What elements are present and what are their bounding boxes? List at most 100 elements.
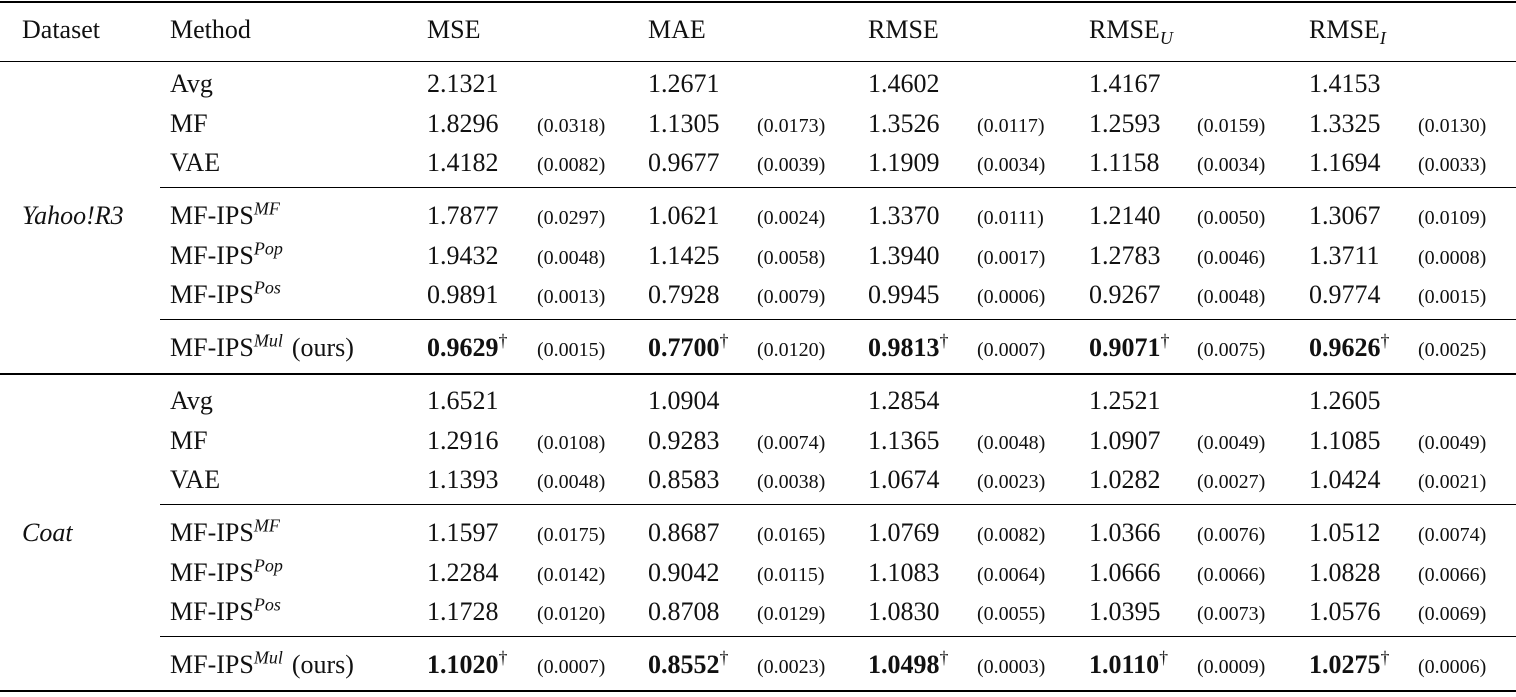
value-cell: 1.1083 — [868, 557, 940, 587]
value-cell: 1.1909 — [868, 150, 940, 176]
rule — [0, 690, 1516, 692]
std-dev: (0.0015) — [537, 339, 606, 361]
value: 1.0395 — [1089, 597, 1161, 626]
value: 1.9432 — [427, 240, 499, 270]
std-dev: (0.0129) — [757, 603, 826, 625]
rule — [160, 187, 1516, 188]
column-header: RMSEI — [1309, 17, 1386, 48]
significance-mark: † — [1159, 647, 1169, 668]
header-text: MSE — [427, 15, 481, 44]
column-header: Method — [170, 17, 251, 43]
value: 1.2284 — [427, 557, 499, 587]
value-cell: 1.4182 — [427, 150, 499, 176]
value-cell: 1.0275† — [1309, 648, 1390, 678]
value-cell: 1.1085 — [1309, 427, 1381, 454]
value: 1.0674 — [868, 465, 940, 494]
value: 1.1083 — [868, 557, 940, 587]
std-dev: (0.0046) — [1197, 246, 1266, 269]
value-cell: 1.2593 — [1089, 110, 1161, 137]
std-dev: (0.0050) — [1197, 207, 1266, 229]
method-superscript: Pop — [253, 554, 283, 575]
value-cell: 1.0576 — [1309, 599, 1381, 625]
value-cell: 1.0830 — [868, 599, 940, 625]
method-cell: MF-IPSMF — [170, 516, 280, 546]
value-cell: 1.0674 — [868, 467, 940, 493]
std-dev: (0.0075) — [1197, 339, 1266, 361]
method-suffix: (ours) — [291, 333, 354, 362]
std-dev: (0.0111) — [977, 207, 1044, 229]
value: 1.1425 — [648, 240, 720, 270]
header-subscript: U — [1159, 28, 1173, 49]
value-cell: 1.1425 — [648, 240, 720, 270]
header-text: Dataset — [22, 15, 100, 44]
value: 1.2521 — [1089, 386, 1161, 415]
value-cell: 0.9071† — [1089, 331, 1170, 361]
method-name: MF-IPS — [170, 240, 254, 270]
value: 1.3711 — [1309, 240, 1380, 270]
header-subscript: I — [1379, 28, 1386, 49]
value: 1.3940 — [868, 240, 940, 270]
value-cell: 1.3940 — [868, 240, 940, 270]
rule — [0, 61, 1516, 62]
value-cell: 0.9283 — [648, 427, 720, 454]
std-dev: (0.0049) — [1197, 431, 1266, 454]
value: 1.0621 — [648, 201, 720, 230]
value: 0.9042 — [648, 557, 720, 587]
value-cell: 1.1020† — [427, 648, 508, 678]
value-cell: 1.2605 — [1309, 388, 1381, 414]
value: 1.0366 — [1089, 518, 1161, 547]
value: 1.3526 — [868, 108, 940, 138]
value-cell: 1.2916 — [427, 427, 499, 454]
method-cell: VAE — [170, 150, 220, 176]
value: 0.9629 — [427, 333, 499, 362]
method-name: Avg — [170, 69, 213, 98]
method-name: VAE — [170, 148, 221, 177]
value-cell: 1.0621 — [648, 203, 720, 229]
value: 1.1158 — [1089, 148, 1160, 177]
method-cell: MF-IPSMul (ours) — [170, 648, 354, 678]
column-header: MAE — [648, 17, 706, 43]
std-dev: (0.0038) — [757, 471, 826, 493]
value-cell: 2.1321 — [427, 71, 499, 97]
value: 1.2140 — [1089, 201, 1161, 230]
value: 1.0576 — [1309, 597, 1381, 626]
std-dev: (0.0108) — [537, 431, 606, 454]
std-dev: (0.0318) — [537, 114, 606, 137]
method-superscript: Pop — [253, 237, 283, 258]
method-name: Avg — [170, 386, 213, 415]
method-cell: MF-IPSPos — [170, 595, 281, 625]
std-dev: (0.0066) — [1418, 563, 1487, 586]
value-cell: 1.3526 — [868, 108, 940, 138]
value: 0.7928 — [648, 280, 720, 309]
value-cell: 1.3325 — [1309, 110, 1381, 137]
method-superscript: Mul — [253, 647, 283, 668]
method-cell: MF — [170, 110, 208, 137]
value: 1.0666 — [1089, 557, 1161, 587]
method-cell: MF-IPSPop — [170, 239, 283, 270]
header-text: RMSE — [1089, 15, 1160, 44]
value: 1.1909 — [868, 148, 940, 177]
value-cell: 1.3370 — [868, 203, 940, 229]
value: 0.9267 — [1089, 280, 1161, 309]
method-name: MF-IPS — [170, 280, 254, 309]
std-dev: (0.0117) — [977, 114, 1045, 137]
std-dev: (0.0120) — [537, 603, 606, 625]
value-cell: 1.1393 — [427, 467, 499, 493]
value-cell: 1.6521 — [427, 388, 499, 414]
value-cell: 0.8552† — [648, 648, 729, 678]
value-cell: 0.9267 — [1089, 282, 1161, 308]
value-cell: 0.9774 — [1309, 282, 1381, 308]
method-superscript: MF — [253, 515, 280, 536]
method-name: MF — [170, 425, 208, 455]
value: 1.1694 — [1309, 148, 1381, 177]
std-dev: (0.0023) — [977, 471, 1046, 493]
std-dev: (0.0076) — [1197, 524, 1266, 546]
column-header: RMSE — [868, 17, 939, 43]
value: 1.4167 — [1089, 69, 1161, 98]
value-cell: 1.0666 — [1089, 557, 1161, 587]
std-dev: (0.0297) — [537, 207, 606, 229]
value-cell: 1.2783 — [1089, 242, 1161, 269]
method-cell: MF-IPSMF — [170, 199, 280, 229]
value-cell: 1.1305 — [648, 110, 720, 137]
